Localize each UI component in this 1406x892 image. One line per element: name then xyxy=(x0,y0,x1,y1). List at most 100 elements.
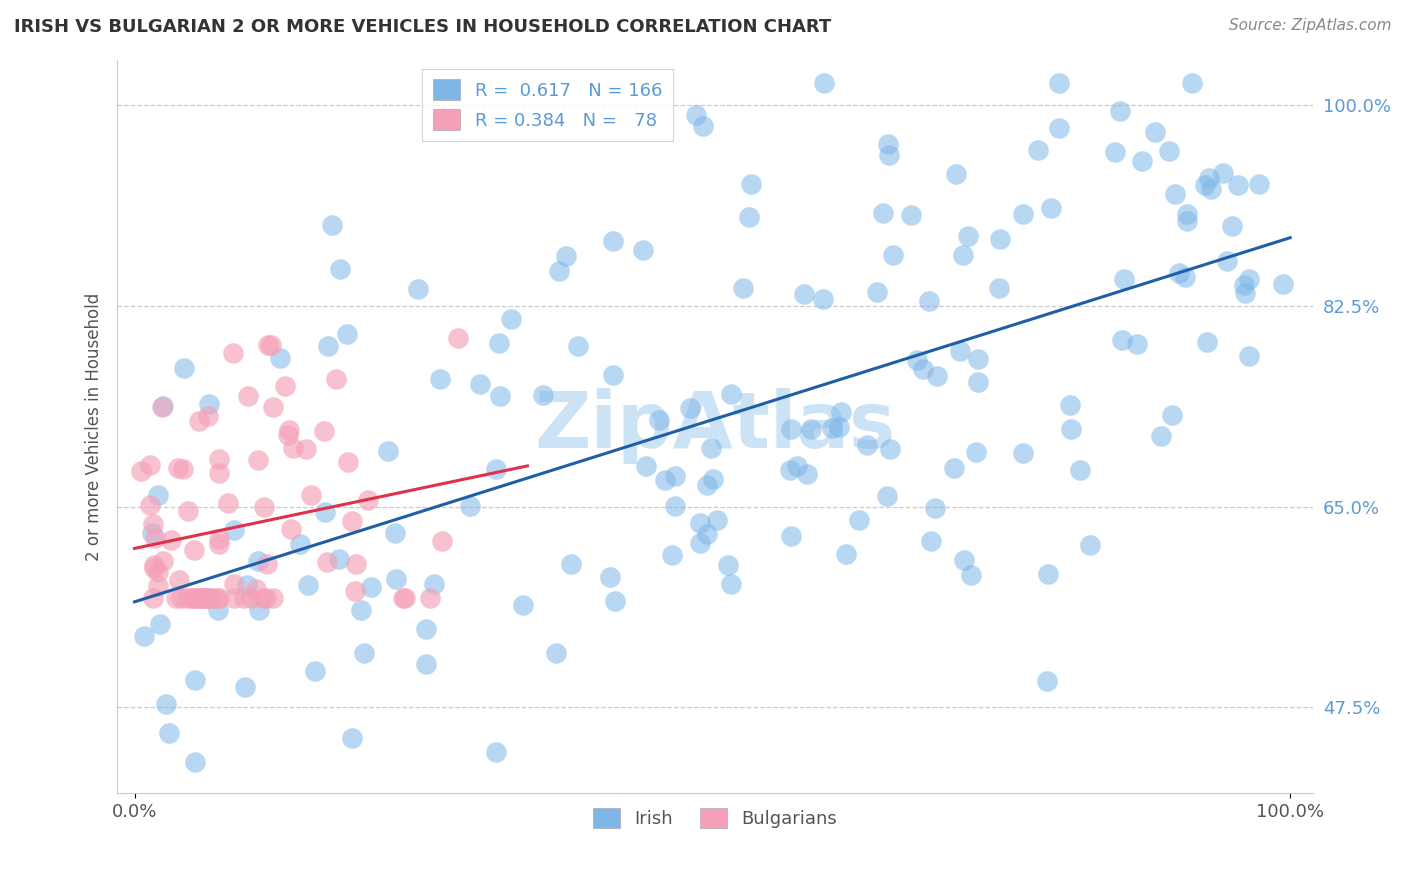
Point xyxy=(813,76,835,90)
Point xyxy=(446,809,468,823)
Point xyxy=(1272,277,1295,292)
Point xyxy=(1194,178,1216,193)
Point xyxy=(912,362,935,376)
Point xyxy=(786,459,808,474)
Point xyxy=(905,352,928,367)
Point xyxy=(235,680,257,694)
Point xyxy=(157,726,180,740)
Point xyxy=(167,573,190,587)
Point xyxy=(252,591,274,606)
Point xyxy=(283,442,305,456)
Point xyxy=(180,591,202,606)
Point xyxy=(183,673,205,687)
Point xyxy=(631,244,654,258)
Point xyxy=(318,339,340,353)
Point xyxy=(512,598,534,612)
Point xyxy=(780,528,803,542)
Point xyxy=(183,542,205,557)
Point xyxy=(406,282,429,296)
Point xyxy=(224,591,246,606)
Point xyxy=(165,591,187,606)
Point xyxy=(297,578,319,592)
Point xyxy=(152,553,174,567)
Point xyxy=(544,647,567,661)
Point xyxy=(201,591,224,606)
Point xyxy=(207,537,229,551)
Point xyxy=(555,249,578,263)
Point xyxy=(700,441,723,455)
Point xyxy=(1126,336,1149,351)
Point xyxy=(141,526,163,541)
Point xyxy=(197,409,219,423)
Point xyxy=(1198,171,1220,186)
Point xyxy=(1232,277,1254,292)
Point xyxy=(236,578,259,592)
Point xyxy=(176,591,198,605)
Point xyxy=(1175,214,1198,228)
Point xyxy=(394,591,416,606)
Point xyxy=(987,281,1010,295)
Point xyxy=(177,504,200,518)
Point xyxy=(717,558,740,572)
Point xyxy=(1220,219,1243,233)
Point xyxy=(208,451,231,466)
Point xyxy=(415,622,437,636)
Point xyxy=(246,453,269,467)
Point xyxy=(1181,76,1204,90)
Point xyxy=(240,591,263,606)
Point xyxy=(236,389,259,403)
Point xyxy=(1059,398,1081,412)
Point xyxy=(186,591,208,606)
Point xyxy=(1216,254,1239,268)
Point xyxy=(337,455,360,469)
Point xyxy=(280,522,302,536)
Point xyxy=(155,697,177,711)
Point xyxy=(1047,120,1070,135)
Point xyxy=(1150,429,1173,443)
Point xyxy=(208,591,231,606)
Point xyxy=(288,537,311,551)
Point xyxy=(1161,409,1184,423)
Point xyxy=(1012,446,1035,460)
Point xyxy=(146,565,169,579)
Point xyxy=(531,388,554,402)
Point xyxy=(485,461,508,475)
Point xyxy=(882,248,904,262)
Point xyxy=(415,657,437,672)
Point xyxy=(197,591,219,606)
Point xyxy=(143,560,166,574)
Point xyxy=(152,399,174,413)
Point xyxy=(247,603,270,617)
Point xyxy=(224,577,246,591)
Point xyxy=(488,336,510,351)
Point xyxy=(385,572,408,586)
Point xyxy=(143,558,166,572)
Point xyxy=(129,464,152,478)
Point xyxy=(187,414,209,428)
Point xyxy=(1197,334,1219,349)
Point xyxy=(679,401,702,415)
Point xyxy=(150,400,173,414)
Point xyxy=(336,327,359,342)
Point xyxy=(731,281,754,295)
Point xyxy=(796,467,818,482)
Point xyxy=(392,591,415,606)
Point xyxy=(340,731,363,745)
Point xyxy=(429,371,451,385)
Point xyxy=(956,228,979,243)
Point xyxy=(720,577,742,591)
Point xyxy=(304,665,326,679)
Point xyxy=(720,386,742,401)
Point xyxy=(1049,76,1071,90)
Point xyxy=(664,469,686,483)
Point xyxy=(737,210,759,224)
Point xyxy=(191,591,214,606)
Point xyxy=(198,397,221,411)
Point xyxy=(253,500,276,514)
Point xyxy=(294,442,316,457)
Point xyxy=(260,338,283,352)
Point xyxy=(1143,125,1166,139)
Point xyxy=(447,331,470,345)
Point xyxy=(548,264,571,278)
Point xyxy=(599,570,621,584)
